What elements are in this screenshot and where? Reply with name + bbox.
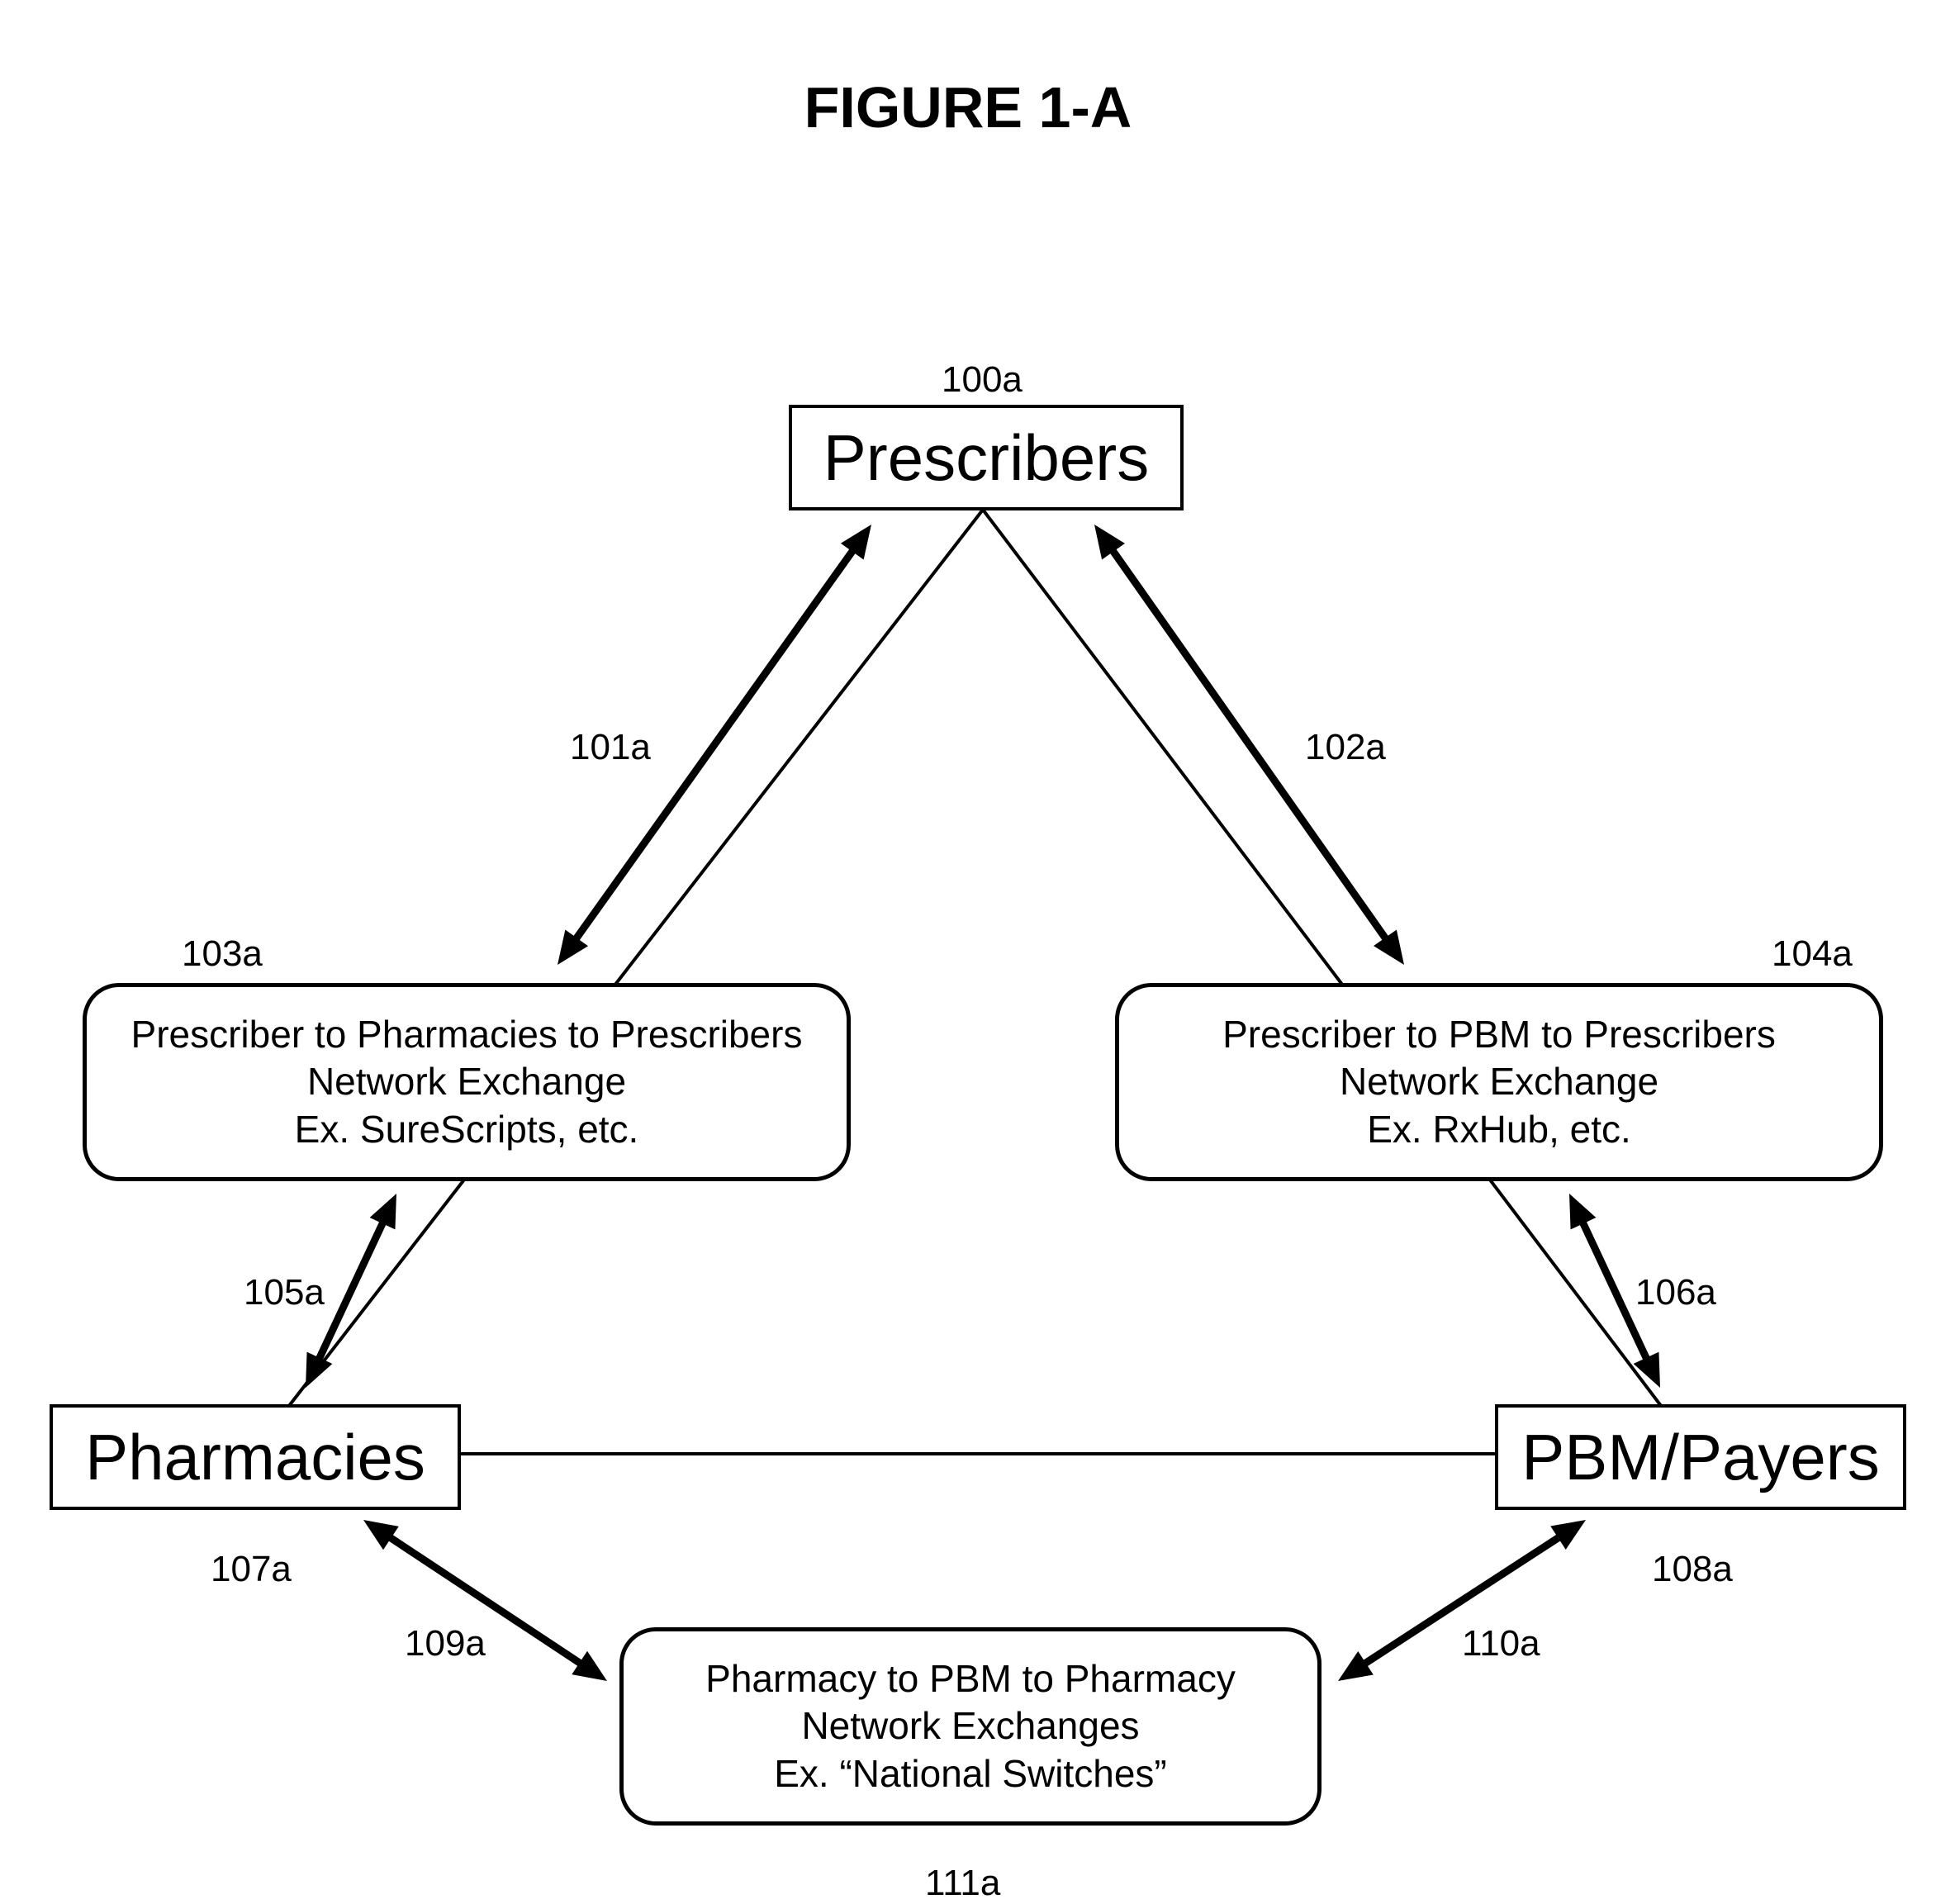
label-110a: 110a: [1462, 1623, 1540, 1664]
node-103a-line2: Network Exchange: [307, 1058, 626, 1106]
triangle-lines: [0, 0, 1936, 1889]
node-exchange-111a: Pharmacy to PBM to Pharmacy Network Exch…: [619, 1627, 1322, 1826]
node-prescribers: Prescribers: [789, 405, 1184, 510]
node-104a-line1: Prescriber to PBM to Prescribers: [1222, 1011, 1776, 1059]
label-109a: 109a: [405, 1623, 486, 1664]
node-111a-line3: Ex. “National Switches”: [774, 1750, 1167, 1798]
figure-title: FIGURE 1-A: [0, 74, 1936, 140]
node-prescribers-label: Prescribers: [823, 420, 1149, 496]
ref-107a: 107a: [211, 1549, 292, 1590]
node-exchange-104a: Prescriber to PBM to Prescribers Network…: [1115, 983, 1883, 1181]
label-106a: 106a: [1635, 1272, 1716, 1313]
ref-100a: 100a: [942, 359, 1023, 401]
label-102a: 102a: [1305, 727, 1386, 768]
node-pharmacies: Pharmacies: [50, 1404, 461, 1510]
node-104a-line2: Network Exchange: [1340, 1058, 1658, 1106]
node-pbm-payers: PBM/Payers: [1495, 1404, 1906, 1510]
node-103a-line1: Prescriber to Pharmacies to Prescribers: [131, 1011, 803, 1059]
node-exchange-103a: Prescriber to Pharmacies to Prescribers …: [83, 983, 851, 1181]
label-101a: 101a: [570, 727, 651, 768]
node-103a-line3: Ex. SureScripts, etc.: [295, 1106, 639, 1154]
node-111a-line2: Network Exchanges: [801, 1702, 1139, 1750]
arrows-overlay: [0, 0, 1936, 1889]
ref-104a: 104a: [1772, 933, 1853, 975]
ref-108a: 108a: [1652, 1549, 1733, 1590]
ref-111a: 111a: [925, 1863, 1000, 1904]
label-105a: 105a: [244, 1272, 325, 1313]
node-111a-line1: Pharmacy to PBM to Pharmacy: [705, 1655, 1236, 1703]
node-104a-line3: Ex. RxHub, etc.: [1367, 1106, 1631, 1154]
node-pharmacies-label: Pharmacies: [85, 1420, 425, 1495]
diagram-stage: FIGURE 1-A Prescribers Pharmacies PBM/Pa…: [0, 0, 1936, 1889]
node-pbm-payers-label: PBM/Payers: [1521, 1420, 1879, 1495]
ref-103a: 103a: [182, 933, 263, 975]
